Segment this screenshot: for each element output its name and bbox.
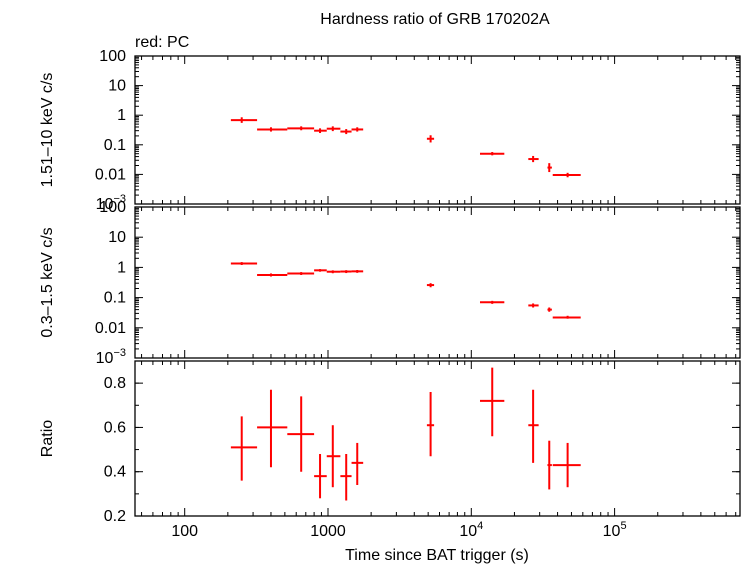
data-point [351,270,364,273]
data-point [552,442,581,488]
data-point [314,454,327,499]
y-tick-label: 10 [108,78,126,95]
panel-frame [134,55,741,205]
x-tick-label: 100 [171,523,198,540]
y-tick-label: 0.2 [104,508,126,525]
y-tick-label: 0.01 [95,166,126,183]
x-tick-label: 104 [459,520,483,540]
y-tick-label: 10 [108,229,126,246]
panel-soft: 100 10 1 0.1 0.01 10−3 0.3–1.5 keV c/s [39,199,741,367]
data-point [326,270,341,274]
data-point [426,283,435,288]
data-point [340,270,352,274]
data-point [351,442,364,485]
chart-panels: 100 10 1 0.1 0.01 10−3 1.51–10 keV c/s 100 10 1 0.… [39,48,741,540]
data-point [230,262,258,266]
y-axis-label: 1.51–10 keV c/s [39,73,56,188]
x-tick-label: 105 [603,520,627,540]
y-tick-label: 0.8 [104,375,126,392]
y-tick-label: 1 [117,107,126,124]
data-point [547,440,552,490]
data-point [340,129,352,135]
y-tick-label: 1 [117,259,126,276]
data-point [287,396,315,472]
data-point [230,416,258,481]
data-point [257,389,288,468]
panel-frame [134,360,741,517]
y-tick-label: 0.1 [104,290,126,307]
data-point [528,389,539,463]
data-point [351,127,364,132]
data-point [426,135,435,143]
data-point [479,152,505,156]
data-point [326,126,341,132]
data-point [287,272,315,276]
data-point [326,425,341,488]
data-point [426,392,435,457]
panel-frame [134,206,741,359]
data-point [314,269,327,272]
y-tick-label: 0.1 [104,137,126,154]
panel-ratio: 0.2 0.4 0.6 0.8 Ratio [39,360,741,525]
data-point [287,126,315,131]
data-point [314,128,327,134]
y-axis-label: 0.3–1.5 keV c/s [39,227,56,337]
data-point [257,273,288,277]
y-tick-label: 0.01 [95,320,126,337]
x-axis-label: Time since BAT trigger (s) [345,547,529,564]
data-point [340,454,352,501]
y-axis-label: Ratio [39,420,56,457]
data-point [547,163,552,173]
y-tick-label: 10−3 [96,193,126,213]
data-point [547,307,552,312]
panel-hard: 100 10 1 0.1 0.01 10−3 1.51–10 keV c/s [39,48,741,213]
data-point [528,155,539,163]
y-tick-label: 0.4 [104,464,126,481]
data-point [479,367,505,437]
data-point [528,303,539,308]
data-point [230,117,258,123]
data-point [479,300,505,304]
y-tick-label: 100 [99,48,126,65]
chart-subtitle: red: PC [135,34,189,51]
y-tick-label: 10−3 [96,347,126,367]
y-tick-label: 0.6 [104,419,126,436]
data-point [257,127,288,132]
data-point [552,315,581,319]
chart-title: Hardness ratio of GRB 170202A [320,11,550,28]
y-tick-label: 100 [99,199,126,216]
x-tick-label: 1000 [310,523,346,540]
data-point [552,172,581,178]
